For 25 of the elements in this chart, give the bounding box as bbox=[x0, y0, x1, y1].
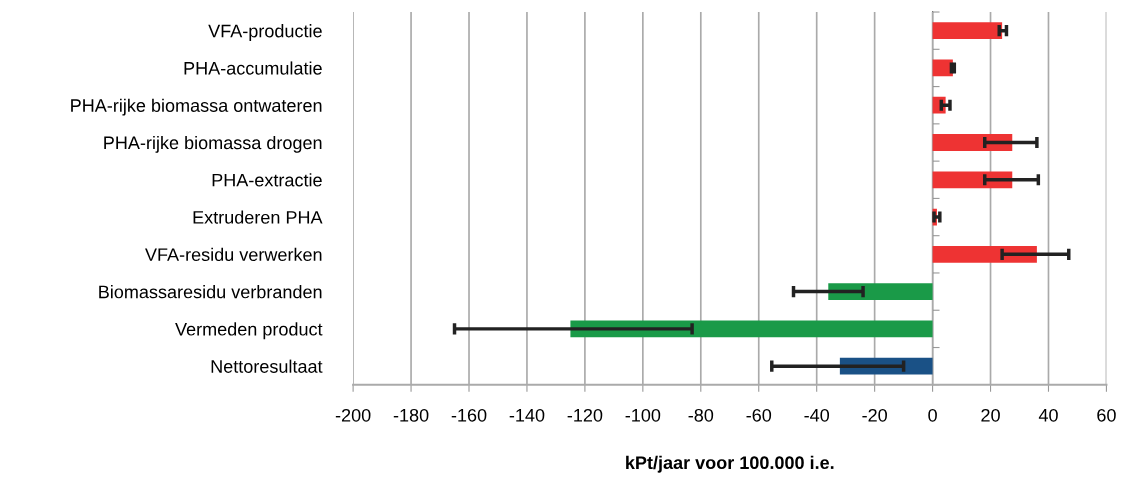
y-tick-label: Vermeden product bbox=[175, 322, 323, 340]
x-tick-label: -160 bbox=[451, 408, 487, 422]
x-tick-label: -120 bbox=[567, 408, 603, 422]
x-tick-label: 40 bbox=[1038, 408, 1058, 422]
y-tick-label: Biomassaresidu verbranden bbox=[99, 285, 322, 299]
x-tick-label: -60 bbox=[746, 408, 772, 422]
y-tick-label: PHA-accumulatie bbox=[184, 61, 322, 75]
y-tick-label: Extruderen PHA bbox=[193, 210, 323, 224]
y-tick-label: PHA-rijke biomassa drogen bbox=[104, 135, 322, 153]
y-tick-label: Nettoresultaat bbox=[211, 359, 323, 373]
x-tick-label: 0 bbox=[928, 408, 937, 422]
y-tick-label: VFA-productie bbox=[208, 24, 322, 41]
x-tick-label: -40 bbox=[804, 408, 830, 422]
x-tick-label: -100 bbox=[625, 408, 661, 422]
x-tick-label: 60 bbox=[1097, 408, 1116, 422]
y-tick-label: PHA-extractie bbox=[212, 173, 322, 187]
x-tick-label: 20 bbox=[981, 408, 1000, 422]
y-tick-label: PHA-rijke biomassa ontwateren bbox=[71, 98, 322, 116]
y-tick-label: VFA-residu verwerken bbox=[145, 247, 322, 262]
x-tick-label: -80 bbox=[688, 408, 714, 422]
x-tick-label: -180 bbox=[393, 408, 429, 422]
x-axis-title: kPt/jaar voor 100.000 i.e. bbox=[626, 455, 834, 473]
x-tick-label: -200 bbox=[335, 408, 371, 422]
x-tick-label: -20 bbox=[862, 408, 887, 422]
x-tick-label: -140 bbox=[509, 408, 545, 422]
